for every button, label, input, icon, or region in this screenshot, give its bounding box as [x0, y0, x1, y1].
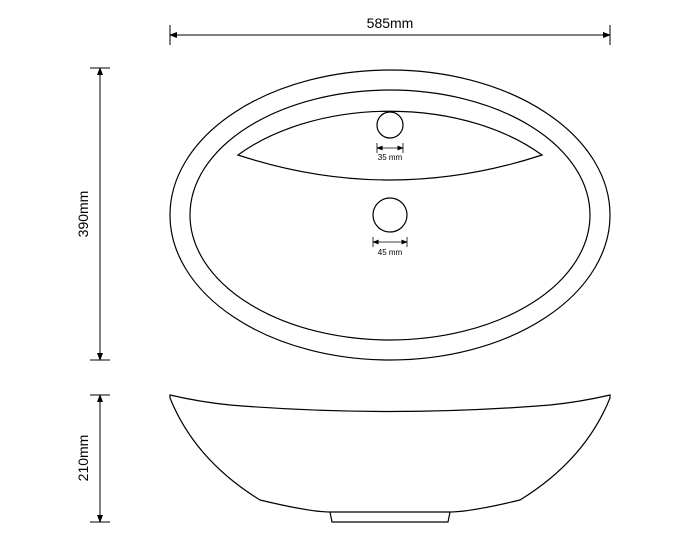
width-label: 585mm [367, 15, 414, 31]
basin-outer-rim [170, 70, 610, 360]
side-view [170, 395, 610, 522]
basin-side-profile [170, 395, 610, 512]
faucet-dimension: 35 mm [377, 143, 403, 162]
drawing-svg: 35 mm 45 mm 585mm 390mm 210mm [0, 0, 700, 550]
drain-hole [373, 198, 407, 232]
height-side-label: 210mm [75, 435, 91, 482]
width-dimension: 585mm [170, 15, 610, 45]
height-top-label: 390mm [75, 191, 91, 238]
drain-dim-label: 45 mm [378, 248, 403, 257]
height-side-dimension: 210mm [75, 395, 110, 522]
faucet-dim-label: 35 mm [378, 153, 403, 162]
basin-base [330, 512, 450, 522]
faucet-platform [238, 111, 542, 180]
faucet-hole [377, 112, 403, 138]
basin-inner-rim [190, 90, 590, 340]
drain-dimension: 45 mm [373, 237, 407, 257]
top-view: 35 mm 45 mm [170, 70, 610, 360]
height-top-dimension: 390mm [75, 68, 110, 360]
technical-drawing-container: 35 mm 45 mm 585mm 390mm 210mm [0, 0, 700, 550]
